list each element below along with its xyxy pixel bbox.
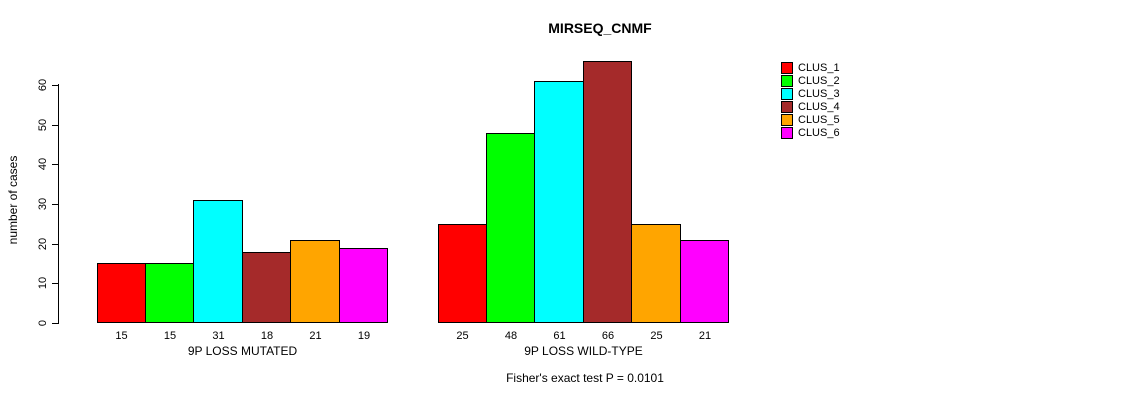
bar-value-label: 25 — [650, 330, 663, 342]
y-axis-line — [58, 84, 59, 323]
bar-value-label: 48 — [504, 330, 518, 342]
legend-item: CLUS_2 — [781, 74, 840, 87]
legend-item: CLUS_6 — [781, 126, 840, 139]
y-tick — [52, 85, 59, 86]
bar-value-label: 25 — [456, 330, 469, 342]
bar-clus_5-group1 — [290, 240, 340, 323]
bar-clus_1-group1 — [97, 263, 146, 323]
group-label: 9P LOSS MUTATED — [187, 344, 298, 358]
y-tick-label: 0 — [37, 319, 49, 327]
legend-label: CLUS_1 — [798, 61, 840, 74]
y-tick-label: 50 — [37, 118, 49, 132]
legend-item: CLUS_4 — [781, 100, 840, 113]
legend-label: CLUS_2 — [798, 74, 840, 87]
y-axis-label: number of cases — [6, 155, 20, 245]
group-label: 9P LOSS WILD-TYPE — [524, 344, 643, 358]
legend-item: CLUS_1 — [781, 61, 840, 74]
y-tick — [52, 323, 59, 324]
bar-clus_6-group2 — [680, 240, 729, 323]
y-tick — [52, 125, 59, 126]
y-tick-label: 10 — [37, 276, 49, 290]
chart-title: MIRSEQ_CNMF — [548, 20, 652, 36]
legend-label: CLUS_5 — [798, 113, 840, 126]
bar-value-label: 31 — [212, 330, 225, 342]
legend: CLUS_1 CLUS_2 CLUS_3 CLUS_4 CLUS_5 CLUS_6 — [781, 61, 840, 139]
bar-clus_4-group1 — [242, 252, 291, 323]
legend-color-swatch — [781, 87, 793, 100]
y-tick-label: 60 — [37, 78, 49, 92]
bar-clus_5-group2 — [631, 224, 681, 323]
annotation-text: Fisher's exact test P = 0.0101 — [506, 371, 664, 385]
bar-value-label: 61 — [553, 330, 566, 342]
bar-value-label: 21 — [309, 330, 322, 342]
y-tick-label: 30 — [37, 197, 49, 211]
legend-label: CLUS_3 — [798, 87, 840, 100]
bar-clus_1-group2 — [438, 224, 487, 323]
bar-clus_4-group2 — [583, 61, 632, 323]
bar-value-label: 21 — [698, 330, 712, 342]
y-tick — [52, 244, 59, 245]
legend-item: CLUS_5 — [781, 113, 840, 126]
bar-clus_3-group1 — [193, 200, 243, 323]
bar-clus_3-group2 — [534, 81, 584, 323]
y-tick — [52, 204, 59, 205]
legend-color-swatch — [781, 113, 793, 126]
bar-clus_6-group1 — [339, 248, 388, 323]
bar-value-label: 19 — [357, 330, 371, 342]
legend-label: CLUS_4 — [798, 100, 840, 113]
bar-value-label: 18 — [260, 330, 274, 342]
bar-clus_2-group2 — [486, 133, 535, 323]
legend-item: CLUS_3 — [781, 87, 840, 100]
legend-color-swatch — [781, 74, 793, 87]
legend-label: CLUS_6 — [798, 126, 840, 139]
y-tick-label: 40 — [37, 157, 49, 171]
y-tick — [52, 164, 59, 165]
legend-color-swatch — [781, 61, 793, 74]
y-tick — [52, 283, 59, 284]
bar-value-label: 15 — [115, 330, 128, 342]
legend-color-swatch — [781, 126, 793, 139]
bar-value-label: 66 — [601, 330, 615, 342]
y-tick-label: 20 — [37, 237, 49, 251]
bar-value-label: 15 — [163, 330, 177, 342]
legend-color-swatch — [781, 100, 793, 113]
bar-clus_2-group1 — [145, 263, 194, 323]
